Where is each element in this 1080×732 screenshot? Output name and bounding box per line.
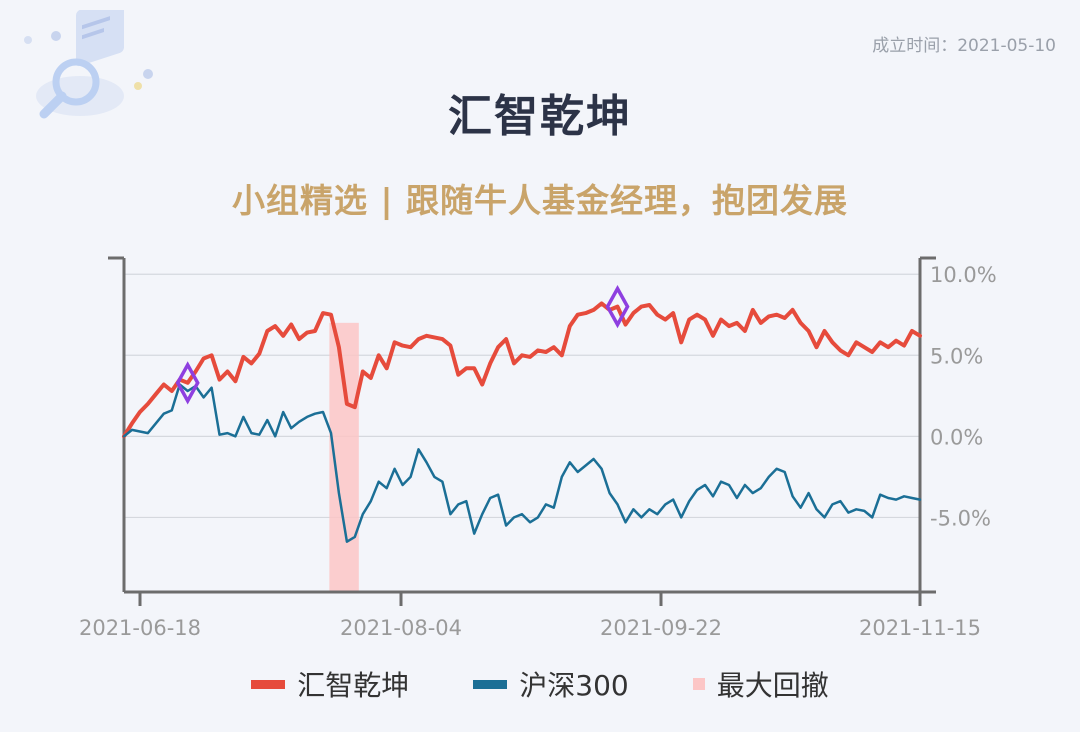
y-tick-label-0: 10.0% [930, 263, 997, 287]
chart-legend: 汇智乾坤 沪深300 最大回撤 [0, 664, 1080, 704]
legend-label-benchmark: 沪深300 [519, 669, 629, 702]
y-tick-label-1: 5.0% [930, 344, 983, 368]
x-tick-label-2: 2021-09-22 [600, 616, 722, 640]
legend-swatch-drawdown [692, 678, 705, 690]
x-tick-label-3: 2021-11-15 [859, 616, 981, 640]
page-subtitle: 小组精选 | 跟随牛人基金经理，抱团发展 [231, 181, 849, 220]
chart-axes [108, 256, 936, 606]
grid-lines [124, 273, 920, 519]
diamond-marker-0 [175, 361, 200, 405]
legend-swatch-benchmark [473, 679, 508, 689]
series-line-1 [122, 383, 922, 543]
legend-item-fund: 汇智乾坤 [251, 664, 409, 704]
diamond-marker-1 [605, 285, 630, 329]
page-title: 汇智乾坤 [448, 91, 632, 142]
tick-labels: 2021-06-18 2021-08-04 2021-09-22 2021-11-15… [79, 263, 997, 640]
legend-label-drawdown: 最大回撤 [716, 669, 829, 702]
performance-line-chart: 2021-06-18 2021-08-04 2021-09-22 2021-11-15… [79, 256, 997, 640]
x-tick-label-0: 2021-06-18 [79, 616, 201, 640]
legend-item-drawdown: 最大回撤 [692, 664, 829, 704]
y-tick-label-2: 0.0% [930, 425, 983, 449]
founded-date-label: 成立时间：2021-05-10 [872, 36, 1056, 56]
series-line-0 [122, 301, 922, 439]
legend-swatch-fund [251, 679, 286, 689]
chart-markers [175, 285, 630, 405]
y-tick-label-3: -5.0% [930, 506, 991, 530]
x-tick-label-1: 2021-08-04 [340, 616, 462, 640]
magnifier-illustration-icon [24, 10, 153, 119]
series-lines [122, 301, 922, 543]
legend-item-benchmark: 沪深300 [473, 664, 629, 704]
legend-label-fund: 汇智乾坤 [297, 669, 410, 702]
